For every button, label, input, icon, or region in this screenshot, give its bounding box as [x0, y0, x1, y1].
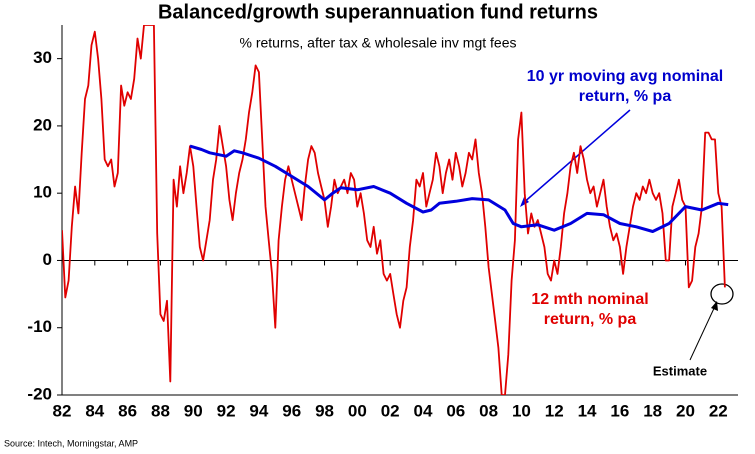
x-tick-label: 96 [282, 401, 301, 420]
x-tick-label: 00 [348, 401, 367, 420]
x-tick-label: 98 [315, 401, 334, 420]
series-line [189, 144, 729, 233]
x-tick-label: 22 [709, 401, 728, 420]
x-tick-label: 82 [53, 401, 72, 420]
annotation: 10 yr moving avg nominal [527, 68, 724, 85]
x-tick-label: 94 [249, 401, 268, 420]
annotation: 12 mth nominal [531, 291, 648, 308]
estimate-circle [710, 283, 734, 305]
y-tick-label: 0 [43, 250, 52, 269]
x-tick-label: 14 [578, 401, 597, 420]
annotation: return, % pa [579, 88, 672, 105]
y-tick-label: -10 [27, 317, 52, 336]
arrow [689, 303, 717, 361]
x-tick-label: 06 [446, 401, 465, 420]
x-tick-label: 18 [643, 401, 662, 420]
x-tick-label: 08 [479, 401, 498, 420]
y-tick-label: 10 [33, 183, 52, 202]
x-tick-label: 10 [512, 401, 531, 420]
x-tick-label: 84 [85, 401, 104, 420]
x-tick-label: 92 [217, 401, 236, 420]
annotation: Estimate [653, 363, 707, 378]
x-tick-label: 20 [676, 401, 695, 420]
arrowhead [711, 301, 718, 311]
x-tick-label: 90 [184, 401, 203, 420]
y-tick-label: 20 [33, 115, 52, 134]
x-tick-label: 88 [151, 401, 170, 420]
y-tick-label: -20 [27, 384, 52, 403]
arrowhead [520, 197, 529, 207]
series-line [62, 25, 726, 395]
x-tick-label: 86 [118, 401, 137, 420]
x-tick-label: 02 [381, 401, 400, 420]
annotation: return, % pa [544, 311, 637, 328]
x-tick-label: 12 [545, 401, 564, 420]
chart-title: Balanced/growth superannuation fund retu… [158, 1, 598, 23]
y-tick-label: 30 [33, 48, 52, 67]
source-note: Source: Intech, Morningstar, AMP [4, 438, 138, 448]
x-tick-label: 16 [610, 401, 629, 420]
x-tick-label: 04 [414, 401, 433, 420]
arrow [521, 109, 631, 205]
chart-subtitle: % returns, after tax & wholesale inv mgt… [239, 35, 516, 51]
